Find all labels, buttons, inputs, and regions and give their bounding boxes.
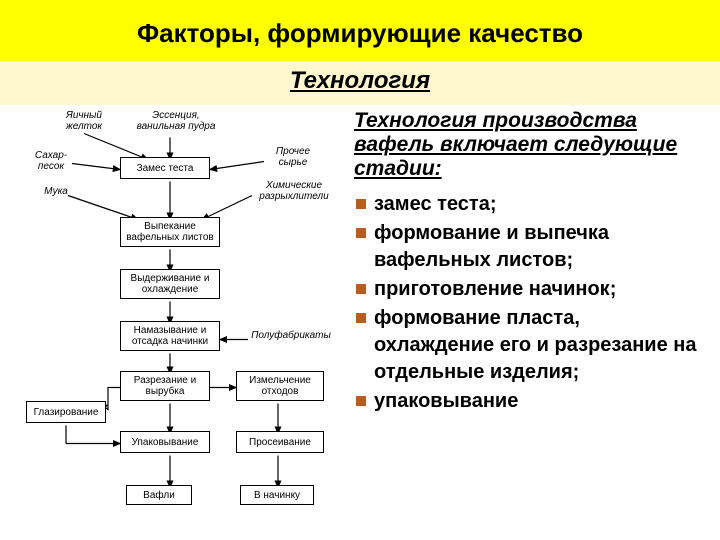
stage-item: упаковывание bbox=[354, 388, 700, 415]
flowchart-node-zames: Замес теста bbox=[120, 157, 210, 179]
title-text: Факторы, формирующие качество bbox=[137, 18, 583, 48]
flowchart-label: Яичный желток bbox=[56, 111, 112, 132]
flowchart-node-izm: Измельчение отходов bbox=[236, 371, 324, 401]
flowchart-node-glaz: Глазирование bbox=[26, 401, 106, 423]
flowchart-node-vnach: В начинку bbox=[240, 485, 314, 505]
stages-list: замес теста;формование и выпечка вафельн… bbox=[354, 191, 700, 415]
flowchart-node-vafli: Вафли bbox=[126, 485, 192, 505]
flowchart-label: Эссенция, ванильная пудра bbox=[128, 111, 224, 132]
flowchart-node-namaz: Намазывание и отсадка начинки bbox=[120, 321, 220, 351]
flowchart-edge bbox=[210, 162, 264, 170]
flowchart-label: Прочее сырье bbox=[264, 147, 322, 168]
flowchart-edge bbox=[68, 196, 138, 220]
flowchart-label: Полуфабрикаты bbox=[250, 331, 332, 342]
stage-item: формование и выпечка вафельных листов; bbox=[354, 220, 700, 274]
subtitle-bar: Технология bbox=[0, 61, 720, 105]
flowchart-edge bbox=[72, 164, 120, 170]
flowchart-node-upak: Упаковывание bbox=[120, 431, 210, 453]
flowchart-panel: Замес теста Выпекание вафельных листов Выд… bbox=[20, 109, 340, 524]
flowchart-edge bbox=[202, 196, 252, 220]
flowchart-node-vypek: Выпекание вафельных листов bbox=[120, 217, 220, 247]
flowchart-label: Мука bbox=[36, 187, 76, 198]
flowchart-label: Химические разрыхлители bbox=[250, 181, 338, 202]
stage-item: приготовление начинок; bbox=[354, 276, 700, 303]
flowchart-node-pros: Просеивание bbox=[236, 431, 324, 453]
flowchart-edge bbox=[84, 134, 148, 160]
slide: Факторы, формирующие качество Технология… bbox=[0, 0, 720, 540]
stage-item: формование пласта, охлаждение его и разр… bbox=[354, 305, 700, 386]
stage-item: замес теста; bbox=[354, 191, 700, 218]
flowchart-node-razrez: Разрезание и вырубка bbox=[120, 371, 210, 401]
text-panel: Технология производства вафель включает … bbox=[354, 109, 700, 524]
flowchart-label: Сахар-песок bbox=[26, 151, 76, 172]
title-bar: Факторы, формирующие качество bbox=[0, 0, 720, 61]
intro-text: Технология производства вафель включает … bbox=[354, 109, 700, 181]
subtitle-text: Технология bbox=[290, 67, 430, 94]
content-area: Замес теста Выпекание вафельных листов Выд… bbox=[0, 105, 720, 540]
flowchart-node-vyd: Выдерживание и охлаждение bbox=[120, 269, 220, 299]
